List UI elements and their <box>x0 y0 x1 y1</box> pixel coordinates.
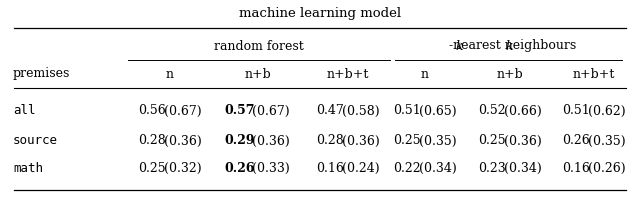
Text: n+b+t: n+b+t <box>573 67 615 81</box>
Text: n+b+t: n+b+t <box>327 67 369 81</box>
Text: (0.66): (0.66) <box>500 105 541 118</box>
Text: 0.52: 0.52 <box>478 105 506 118</box>
Text: 0.16: 0.16 <box>316 162 344 175</box>
Text: (0.26): (0.26) <box>584 162 625 175</box>
Text: 0.25: 0.25 <box>138 162 166 175</box>
Text: (0.62): (0.62) <box>584 105 625 118</box>
Text: random forest: random forest <box>214 40 304 52</box>
Text: 0.26: 0.26 <box>225 162 255 175</box>
Text: n+b: n+b <box>497 67 524 81</box>
Text: k: k <box>506 40 513 52</box>
Text: 0.22: 0.22 <box>393 162 420 175</box>
Text: k: k <box>455 40 463 52</box>
Text: n+b: n+b <box>244 67 271 81</box>
Text: 0.56: 0.56 <box>138 105 166 118</box>
Text: (0.33): (0.33) <box>248 162 289 175</box>
Text: 0.51: 0.51 <box>562 105 589 118</box>
Text: (0.34): (0.34) <box>415 162 456 175</box>
Text: all: all <box>13 105 35 118</box>
Text: (0.67): (0.67) <box>159 105 201 118</box>
Text: (0.35): (0.35) <box>415 135 456 148</box>
Text: (0.24): (0.24) <box>337 162 380 175</box>
Text: 0.51: 0.51 <box>393 105 420 118</box>
Text: (0.36): (0.36) <box>500 135 541 148</box>
Text: premises: premises <box>13 67 70 81</box>
Text: (0.32): (0.32) <box>159 162 201 175</box>
Text: (0.35): (0.35) <box>584 135 625 148</box>
Text: 0.26: 0.26 <box>562 135 589 148</box>
Text: 0.28: 0.28 <box>138 135 166 148</box>
Text: (0.36): (0.36) <box>248 135 289 148</box>
Text: (0.67): (0.67) <box>248 105 289 118</box>
Text: 0.57: 0.57 <box>225 105 255 118</box>
Text: math: math <box>13 162 43 175</box>
Text: n: n <box>166 67 174 81</box>
Text: machine learning model: machine learning model <box>239 8 401 21</box>
Text: 0.29: 0.29 <box>225 135 255 148</box>
Text: (0.34): (0.34) <box>500 162 541 175</box>
Text: 0.25: 0.25 <box>478 135 506 148</box>
Text: (0.65): (0.65) <box>415 105 456 118</box>
Text: -nearest neighbours: -nearest neighbours <box>449 40 576 52</box>
Text: (0.36): (0.36) <box>159 135 201 148</box>
Text: 0.47: 0.47 <box>316 105 344 118</box>
Text: 0.23: 0.23 <box>478 162 506 175</box>
Text: 0.28: 0.28 <box>316 135 344 148</box>
Text: 0.16: 0.16 <box>562 162 589 175</box>
Text: source: source <box>13 135 58 148</box>
Text: (0.58): (0.58) <box>337 105 380 118</box>
Text: n: n <box>421 67 429 81</box>
Text: (0.36): (0.36) <box>337 135 380 148</box>
Text: 0.25: 0.25 <box>393 135 420 148</box>
